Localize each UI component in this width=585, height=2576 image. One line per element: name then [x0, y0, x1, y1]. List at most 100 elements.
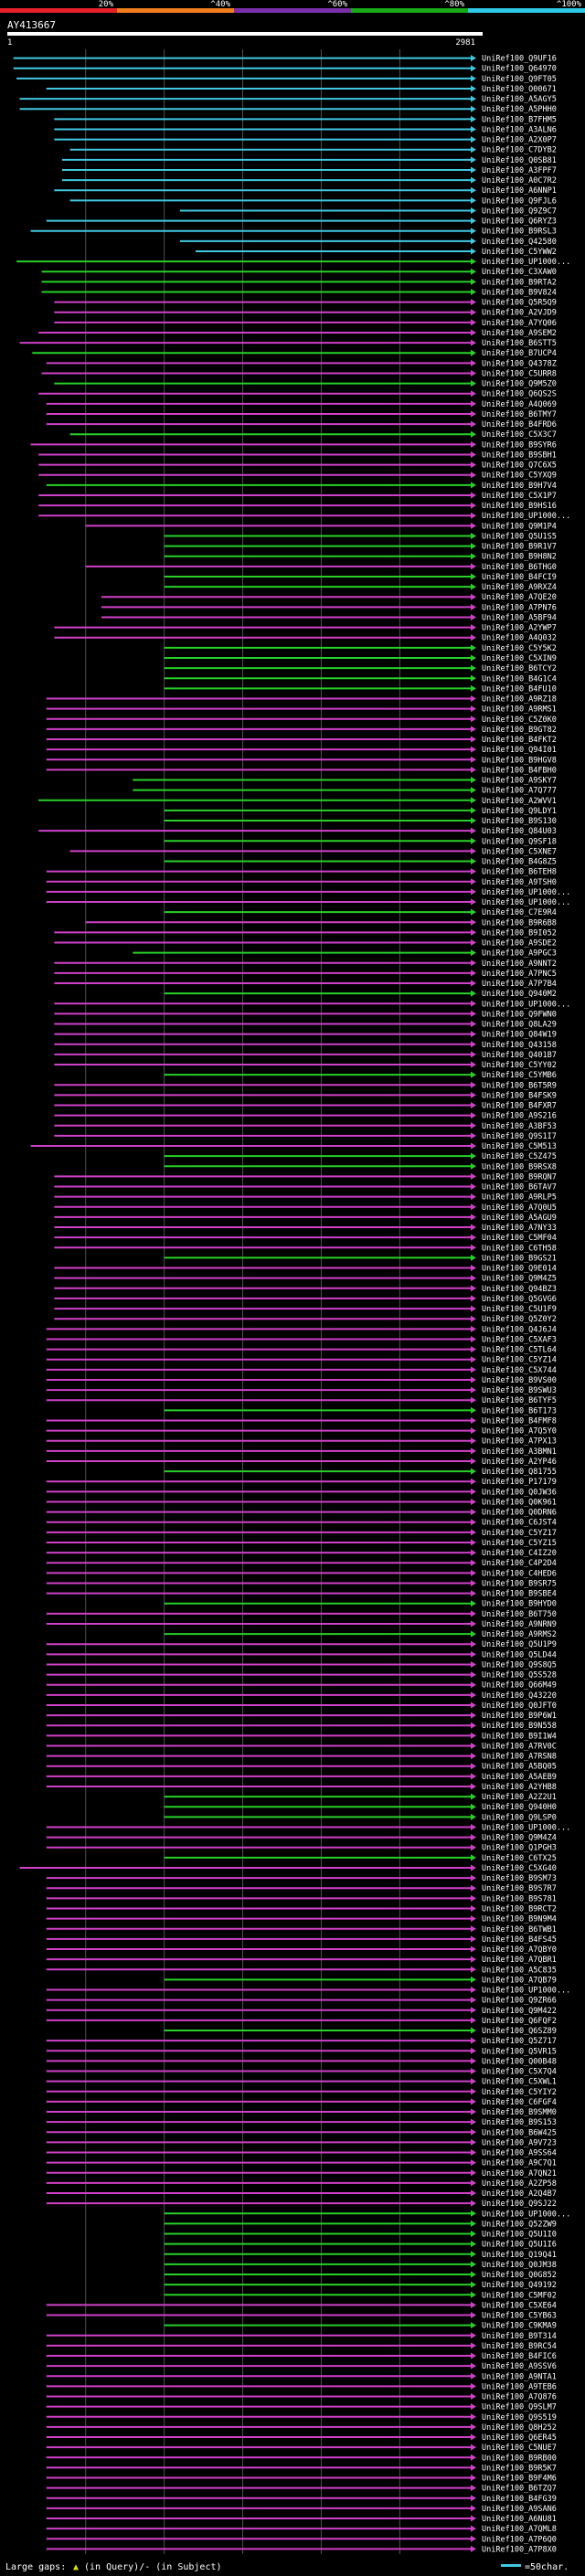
- hit-label[interactable]: UniRef100_B9SM73: [482, 1874, 557, 1883]
- hit-label[interactable]: UniRef100_A7Q5Y0: [482, 1427, 557, 1436]
- hit-label[interactable]: UniRef100_A9NTA1: [482, 2372, 557, 2381]
- hit-label[interactable]: UniRef100_B6T5R9: [482, 1081, 557, 1090]
- hit-label[interactable]: UniRef100_C5NUE7: [482, 2443, 557, 2453]
- hit-label[interactable]: UniRef100_A5PHH0: [482, 105, 557, 114]
- hit-label[interactable]: UniRef100_A7RSN8: [482, 1753, 557, 1762]
- hit-label[interactable]: UniRef100_Q5Z717: [482, 2037, 557, 2046]
- hit-label[interactable]: UniRef100_Q84U03: [482, 827, 557, 836]
- hit-label[interactable]: UniRef100_A9NNT2: [482, 959, 557, 969]
- hit-label[interactable]: UniRef100_Q8H252: [482, 2423, 557, 2433]
- hit-label[interactable]: UniRef100_UP1000...: [482, 888, 570, 897]
- hit-label[interactable]: UniRef100_B9RC54: [482, 2342, 557, 2351]
- hit-label[interactable]: UniRef100_B9SWU3: [482, 1386, 557, 1395]
- hit-label[interactable]: UniRef100_Q9UF16: [482, 55, 557, 64]
- hit-label[interactable]: UniRef100_A9S216: [482, 1112, 557, 1121]
- hit-label[interactable]: UniRef100_Q66M49: [482, 1681, 557, 1691]
- hit-label[interactable]: UniRef100_C5YB63: [482, 2312, 557, 2321]
- hit-label[interactable]: UniRef100_UP1000...: [482, 1823, 570, 1832]
- hit-label[interactable]: UniRef100_C5XAF3: [482, 1335, 557, 1344]
- hit-label[interactable]: UniRef100_B9GS21: [482, 1254, 557, 1263]
- hit-label[interactable]: UniRef100_A7PN76: [482, 603, 557, 612]
- hit-label[interactable]: UniRef100_B9I1W4: [482, 1732, 557, 1741]
- hit-label[interactable]: UniRef100_A2WVV1: [482, 797, 557, 806]
- hit-label[interactable]: UniRef100_Q9S1I7: [482, 1132, 557, 1141]
- hit-label[interactable]: UniRef100_B6TYF5: [482, 1396, 557, 1405]
- hit-label[interactable]: UniRef100_Q9Z9C7: [482, 207, 557, 216]
- hit-label[interactable]: UniRef100_B9VS00: [482, 1376, 557, 1385]
- hit-label[interactable]: UniRef100_B6TCY2: [482, 664, 557, 673]
- hit-label[interactable]: UniRef100_Q7C6X5: [482, 461, 557, 471]
- hit-label[interactable]: UniRef100_Q9FWN0: [482, 1010, 557, 1019]
- hit-label[interactable]: UniRef100_B4FMF8: [482, 1416, 557, 1426]
- hit-label[interactable]: UniRef100_A9V723: [482, 2138, 557, 2147]
- hit-label[interactable]: UniRef100_B9V824: [482, 288, 557, 297]
- hit-label[interactable]: UniRef100_B9F4M6: [482, 2475, 557, 2484]
- hit-label[interactable]: UniRef100_Q94I01: [482, 746, 557, 755]
- hit-label[interactable]: UniRef100_C5XE64: [482, 2301, 557, 2310]
- hit-label[interactable]: UniRef100_Q9LDY1: [482, 807, 557, 816]
- hit-label[interactable]: UniRef100_Q5VR15: [482, 2047, 557, 2056]
- hit-label[interactable]: UniRef100_Q9LSP0: [482, 1813, 557, 1822]
- hit-label[interactable]: UniRef100_B4G8Z5: [482, 858, 557, 867]
- hit-label[interactable]: UniRef100_C5YMB6: [482, 1071, 557, 1080]
- hit-label[interactable]: UniRef100_C5TL64: [482, 1346, 557, 1355]
- hit-label[interactable]: UniRef100_A2VJD9: [482, 309, 557, 318]
- hit-label[interactable]: UniRef100_Q64970: [482, 65, 557, 74]
- hit-label[interactable]: UniRef100_B4FSK9: [482, 1091, 557, 1100]
- hit-label[interactable]: UniRef100_A9RXZ4: [482, 583, 557, 592]
- hit-label[interactable]: UniRef100_A9TEB6: [482, 2382, 557, 2391]
- hit-label[interactable]: UniRef100_C6TX25: [482, 1854, 557, 1863]
- hit-label[interactable]: UniRef100_A7QML8: [482, 2525, 557, 2534]
- hit-label[interactable]: UniRef100_Q5GVG6: [482, 1295, 557, 1304]
- hit-label[interactable]: UniRef100_B4FCI9: [482, 573, 557, 582]
- hit-label[interactable]: UniRef100_B9H8N2: [482, 553, 557, 562]
- hit-label[interactable]: UniRef100_Q9ZR66: [482, 1997, 557, 2006]
- hit-label[interactable]: UniRef100_B6TWB1: [482, 1925, 557, 1935]
- hit-label[interactable]: UniRef100_Q84W19: [482, 1031, 557, 1040]
- hit-label[interactable]: UniRef100_Q6FQF2: [482, 2017, 557, 2026]
- hit-label[interactable]: UniRef100_C6JST4: [482, 1519, 557, 1528]
- hit-label[interactable]: UniRef100_A2ZP58: [482, 2179, 557, 2189]
- hit-label[interactable]: UniRef100_B9HS16: [482, 502, 557, 511]
- hit-label[interactable]: UniRef100_A7NY33: [482, 1224, 557, 1233]
- hit-label[interactable]: UniRef100_A7PNC5: [482, 970, 557, 979]
- hit-label[interactable]: UniRef100_A7Q777: [482, 787, 557, 796]
- hit-label[interactable]: UniRef100_Q0JM38: [482, 2261, 557, 2270]
- hit-label[interactable]: UniRef100_Q0DRN6: [482, 1509, 557, 1518]
- hit-label[interactable]: UniRef100_Q5LD44: [482, 1650, 557, 1659]
- hit-label[interactable]: UniRef100_A9NRN9: [482, 1620, 557, 1629]
- hit-label[interactable]: UniRef100_B9T314: [482, 2332, 557, 2341]
- hit-label[interactable]: UniRef100_B6W425: [482, 2128, 557, 2137]
- hit-label[interactable]: UniRef100_UP1000...: [482, 1000, 570, 1009]
- hit-label[interactable]: UniRef100_A6NU81: [482, 2515, 557, 2524]
- hit-label[interactable]: UniRef100_Q1PGH3: [482, 1844, 557, 1853]
- hit-label[interactable]: UniRef100_C5XNE7: [482, 847, 557, 856]
- hit-label[interactable]: UniRef100_B9S130: [482, 817, 557, 826]
- hit-label[interactable]: UniRef100_C5X744: [482, 1366, 557, 1375]
- hit-label[interactable]: UniRef100_A7P6Q0: [482, 2535, 557, 2544]
- hit-label[interactable]: UniRef100_B9N9M4: [482, 1915, 557, 1924]
- hit-label[interactable]: UniRef100_B9SYR6: [482, 440, 557, 450]
- hit-label[interactable]: UniRef100_A9SSV6: [482, 2362, 557, 2371]
- hit-label[interactable]: UniRef100_C6TH58: [482, 1244, 557, 1253]
- hit-label[interactable]: UniRef100_B9SR75: [482, 1579, 557, 1588]
- hit-label[interactable]: UniRef100_Q9S519: [482, 2413, 557, 2422]
- hit-label[interactable]: UniRef100_C5XG40: [482, 1864, 557, 1873]
- hit-label[interactable]: UniRef100_A9SS64: [482, 2149, 557, 2158]
- hit-label[interactable]: UniRef100_Q940M2: [482, 990, 557, 999]
- hit-label[interactable]: UniRef100_B4FXR7: [482, 1102, 557, 1111]
- hit-label[interactable]: UniRef100_B6T173: [482, 1406, 557, 1415]
- hit-label[interactable]: UniRef100_B6T750: [482, 1610, 557, 1619]
- hit-label[interactable]: UniRef100_Q9SLM7: [482, 2403, 557, 2412]
- hit-label[interactable]: UniRef100_B9P6W1: [482, 1712, 557, 1721]
- hit-label[interactable]: UniRef100_B9S781: [482, 1894, 557, 1903]
- hit-label[interactable]: UniRef100_C5XWL1: [482, 2078, 557, 2087]
- hit-label[interactable]: UniRef100_Q0JFT0: [482, 1701, 557, 1711]
- hit-label[interactable]: UniRef100_C5Y5K2: [482, 644, 557, 653]
- hit-label[interactable]: UniRef100_A7PX13: [482, 1437, 557, 1447]
- hit-label[interactable]: UniRef100_A3BMN1: [482, 1447, 557, 1457]
- hit-label[interactable]: UniRef100_Q9M1P4: [482, 522, 557, 531]
- hit-label[interactable]: UniRef100_C3XAW0: [482, 268, 557, 277]
- hit-label[interactable]: UniRef100_B9RB00: [482, 2454, 557, 2463]
- hit-label[interactable]: UniRef100_B6STT5: [482, 339, 557, 348]
